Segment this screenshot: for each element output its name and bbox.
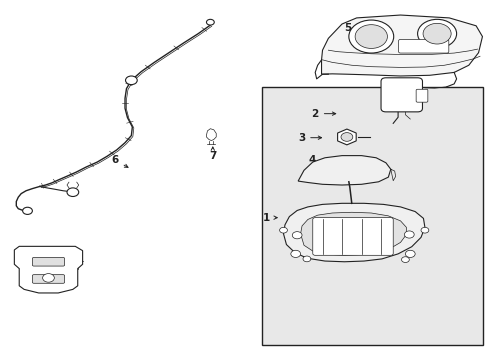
Text: 4: 4 [307, 155, 327, 165]
Polygon shape [206, 129, 216, 140]
Circle shape [348, 20, 393, 53]
Circle shape [290, 250, 300, 257]
Circle shape [405, 250, 414, 257]
Circle shape [340, 132, 352, 141]
Circle shape [420, 227, 428, 233]
FancyBboxPatch shape [32, 257, 64, 266]
Bar [261, 87, 483, 345]
Text: 1: 1 [262, 213, 277, 222]
Polygon shape [14, 246, 82, 293]
Circle shape [206, 19, 214, 25]
Circle shape [125, 76, 137, 85]
Circle shape [417, 19, 456, 48]
Polygon shape [300, 212, 406, 255]
Circle shape [292, 231, 302, 239]
Text: 2: 2 [311, 109, 335, 119]
Polygon shape [337, 129, 355, 145]
Circle shape [422, 23, 450, 44]
Circle shape [67, 188, 79, 197]
FancyBboxPatch shape [380, 78, 422, 112]
Circle shape [401, 257, 408, 262]
Circle shape [42, 274, 54, 282]
Circle shape [279, 227, 287, 233]
Text: 8: 8 [47, 263, 61, 273]
Text: 6: 6 [111, 155, 128, 167]
Text: 3: 3 [297, 133, 321, 143]
Circle shape [22, 207, 32, 215]
Polygon shape [298, 156, 390, 185]
FancyBboxPatch shape [398, 40, 448, 53]
FancyBboxPatch shape [32, 275, 64, 283]
FancyBboxPatch shape [312, 218, 392, 255]
FancyBboxPatch shape [415, 89, 427, 102]
Circle shape [354, 25, 386, 49]
Circle shape [303, 256, 310, 262]
Text: 5: 5 [344, 23, 361, 36]
Polygon shape [283, 203, 424, 262]
Circle shape [404, 231, 413, 238]
Polygon shape [321, 15, 482, 76]
Text: 7: 7 [209, 147, 216, 161]
